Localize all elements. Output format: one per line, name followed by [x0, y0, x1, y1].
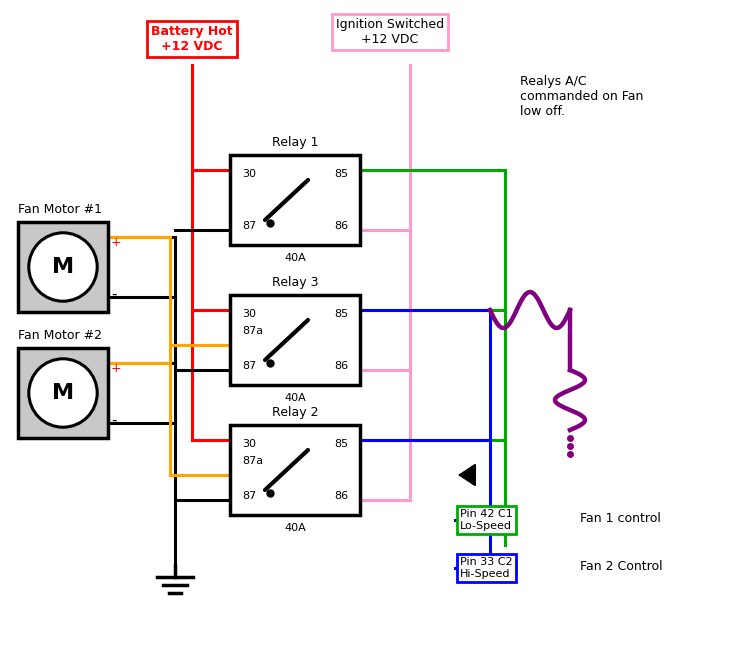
Text: Ignition Switched
+12 VDC: Ignition Switched +12 VDC	[336, 18, 444, 46]
Bar	[230, 155, 360, 245]
Text: Realys A/C
commanded on Fan
low off.: Realys A/C commanded on Fan low off.	[520, 75, 643, 118]
Circle shape	[28, 233, 97, 301]
Text: 87a: 87a	[242, 456, 263, 466]
Text: M: M	[52, 383, 74, 403]
Text: M: M	[52, 257, 74, 277]
Text: 30: 30	[242, 169, 256, 179]
Text: -: -	[111, 413, 117, 428]
Text: Battery Hot
+12 VDC: Battery Hot +12 VDC	[151, 25, 233, 53]
Bar	[18, 222, 108, 312]
Circle shape	[28, 359, 97, 427]
Text: Pin 33 C2
Hi-Speed: Pin 33 C2 Hi-Speed	[460, 557, 512, 579]
Text: 40A: 40A	[284, 253, 306, 263]
Text: +: +	[111, 236, 122, 249]
Text: 85: 85	[334, 169, 348, 179]
Text: Relay 1: Relay 1	[272, 136, 318, 149]
Text: 30: 30	[242, 309, 256, 319]
Text: 86: 86	[334, 491, 348, 501]
Text: Relay 3: Relay 3	[272, 276, 318, 289]
Text: 87a: 87a	[242, 326, 263, 336]
Text: 30: 30	[242, 439, 256, 449]
Bar	[230, 425, 360, 515]
Text: 87: 87	[242, 491, 256, 501]
Text: Pin 42 C1
Lo-Speed: Pin 42 C1 Lo-Speed	[460, 509, 512, 531]
Text: 87: 87	[242, 221, 256, 231]
Text: Fan Motor #2: Fan Motor #2	[18, 329, 102, 342]
Text: +: +	[111, 362, 122, 375]
Text: 87: 87	[242, 361, 256, 371]
Bar	[18, 348, 108, 438]
Text: -: -	[111, 287, 117, 302]
Bar	[230, 295, 360, 385]
Text: Fan Motor #1: Fan Motor #1	[18, 203, 102, 216]
Polygon shape	[460, 465, 475, 485]
Text: 85: 85	[334, 309, 348, 319]
Text: 40A: 40A	[284, 523, 306, 533]
Text: 86: 86	[334, 221, 348, 231]
Text: Relay 2: Relay 2	[272, 406, 318, 419]
Text: 85: 85	[334, 439, 348, 449]
Text: Fan 2 Control: Fan 2 Control	[580, 560, 663, 573]
Text: 40A: 40A	[284, 393, 306, 403]
Text: 86: 86	[334, 361, 348, 371]
Text: Fan 1 control: Fan 1 control	[580, 512, 661, 525]
